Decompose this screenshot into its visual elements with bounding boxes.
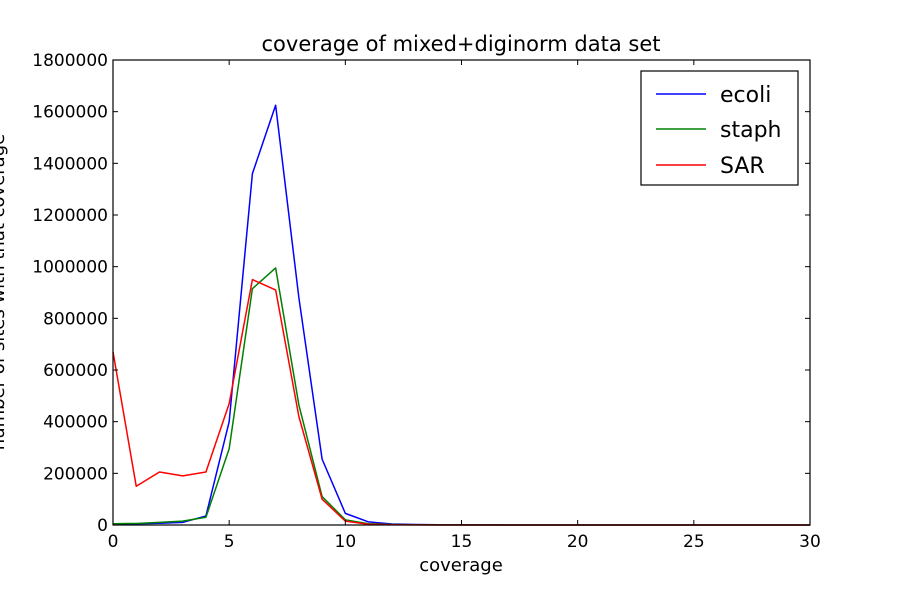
y-tick-label: 1400000 bbox=[32, 154, 108, 174]
chart-title: coverage of mixed+diginorm data set bbox=[262, 32, 661, 56]
ticks-layer: 0 5 10 15 20 25 30 0 200000 400000 600000 800000 100… bbox=[32, 51, 821, 552]
y-tick-label: 1800000 bbox=[32, 51, 108, 71]
legend: ecoli staph SAR bbox=[640, 70, 799, 186]
x-tick-label: 30 bbox=[799, 532, 821, 552]
y-tick-label: 800000 bbox=[43, 309, 108, 329]
legend-box bbox=[640, 70, 799, 186]
y-axis-label: number of sites with that coverage bbox=[0, 134, 9, 450]
legend-label-ecoli: ecoli bbox=[720, 83, 771, 108]
x-tick-label: 0 bbox=[108, 532, 119, 552]
y-tick-label: 1000000 bbox=[32, 258, 108, 278]
x-axis-label: coverage bbox=[419, 555, 503, 576]
plot-frame bbox=[112, 59, 811, 526]
y-tick-label: 0 bbox=[97, 516, 108, 536]
y-tick-label: 600000 bbox=[43, 361, 108, 381]
x-tick-label: 25 bbox=[683, 532, 705, 552]
x-tick-label: 15 bbox=[451, 532, 473, 552]
x-tick-label: 20 bbox=[567, 532, 589, 552]
legend-label-staph: staph bbox=[720, 118, 781, 143]
legend-label-sar: SAR bbox=[720, 154, 765, 179]
x-tick-label: 10 bbox=[335, 532, 357, 552]
x-tick-label: 5 bbox=[224, 532, 235, 552]
y-tick-label: 200000 bbox=[43, 464, 108, 484]
y-tick-label: 400000 bbox=[43, 413, 108, 433]
y-tick-label: 1600000 bbox=[32, 103, 108, 123]
y-tick-label: 1200000 bbox=[32, 206, 108, 226]
